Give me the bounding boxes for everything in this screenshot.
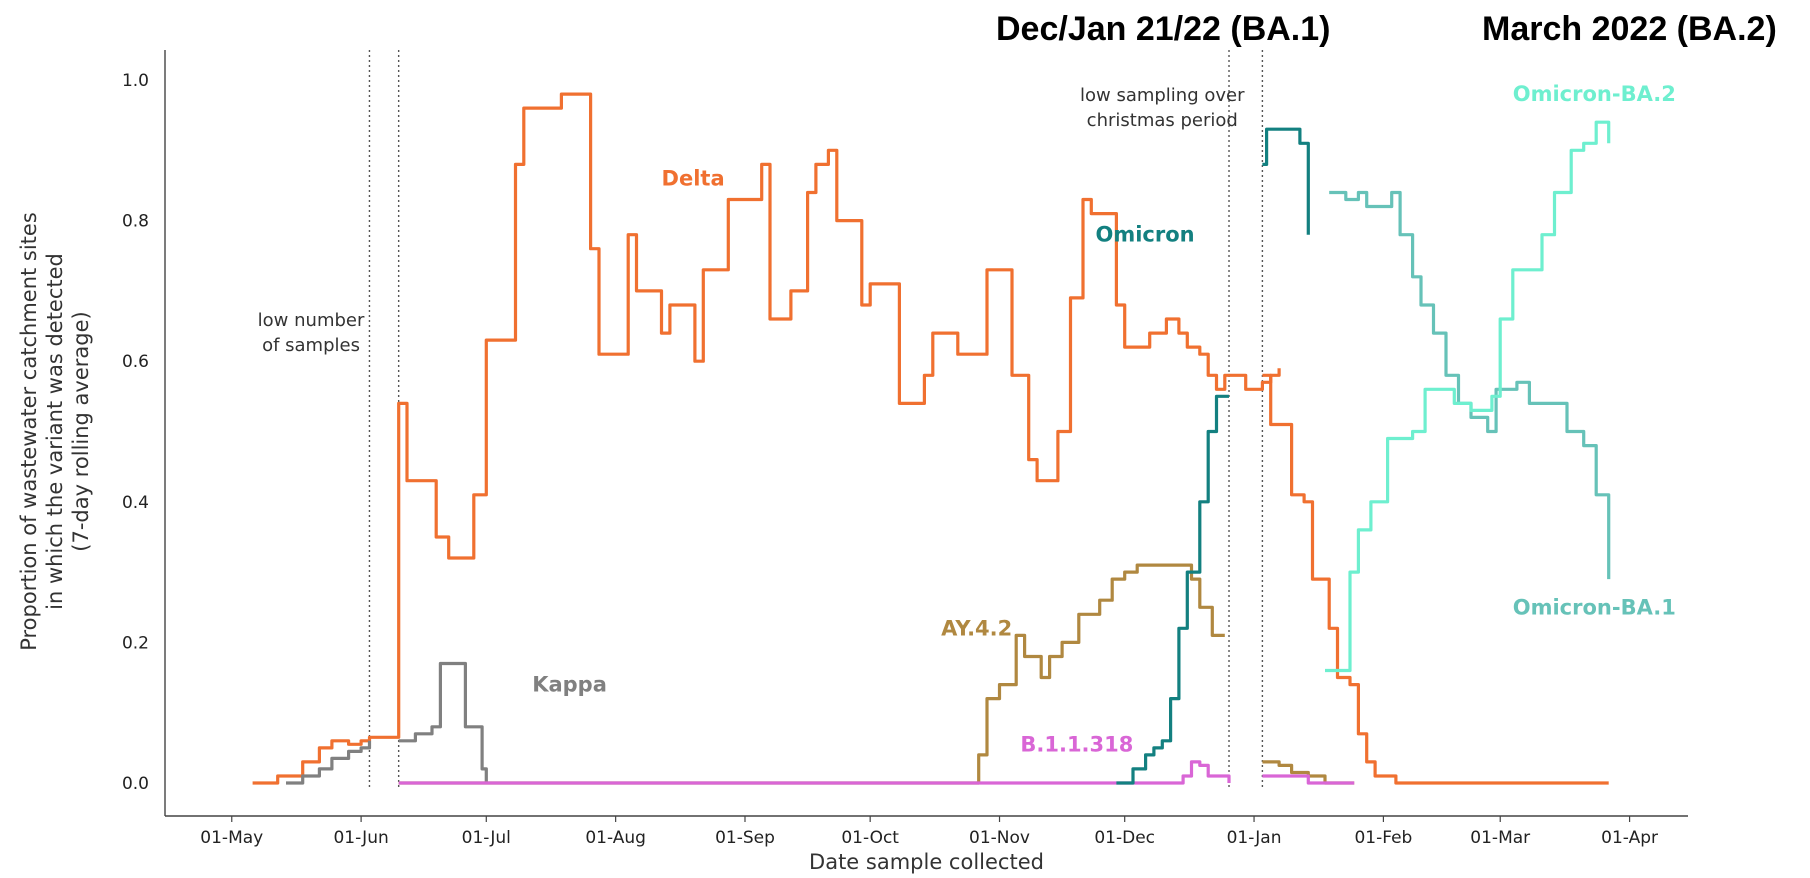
y-tick-label: 0.6: [122, 352, 149, 372]
series-line-b11318: [1262, 774, 1355, 785]
series-label-delta: Delta: [662, 166, 725, 190]
x-tick-label: 01-May: [200, 828, 263, 848]
y-axis-title-line: (7-day rolling average): [69, 311, 93, 551]
series-line-b11318: [398, 760, 1231, 785]
annotation: low number of samples: [258, 310, 365, 356]
annotation-line: of samples: [262, 335, 360, 356]
x-tick-label: 01-Nov: [969, 828, 1030, 848]
series-labels: Delta Kappa AY.4.2 B.1.1.318 Omicron Omicron-…: [532, 82, 1676, 756]
annotation-line: christmas period: [1087, 110, 1238, 131]
x-tick-label: 01-Aug: [585, 828, 646, 848]
series-line-omicron: [1262, 127, 1310, 235]
series-line-delta: [252, 92, 1281, 785]
y-tick-label: 0.8: [122, 212, 149, 232]
y-tick-label: 1.0: [122, 71, 149, 91]
series-line-ba1: [1329, 190, 1611, 580]
annotations: low number of samples low sampling over chr…: [258, 85, 1245, 356]
series-label-ay42: AY.4.2: [941, 616, 1012, 640]
series-label-ba2: Omicron-BA.2: [1513, 82, 1676, 106]
series-line-kappa: [286, 740, 372, 785]
series-line-ay42: [398, 563, 1225, 785]
x-tick-label: 01-Sep: [715, 828, 775, 848]
series-label-b11318: B.1.1.318: [1020, 732, 1133, 756]
series-line-omicron: [1116, 394, 1229, 785]
y-axis-title-line: in which the variant was detected: [43, 253, 67, 610]
x-tick-label: 01-Oct: [841, 828, 899, 848]
x-tick-label: 01-Jun: [333, 828, 388, 848]
axes: 0.0 0.2 0.4 0.6 0.8 1.0 01-May 01-Jun 01-Jul 01-A…: [17, 50, 1688, 874]
series-line-ay42: [1262, 760, 1355, 785]
series-label-kappa: Kappa: [532, 673, 607, 697]
header-dec-jan: Dec/Jan 21/22 (BA.1): [996, 10, 1331, 48]
x-axis-title: Date sample collected: [809, 850, 1044, 874]
x-tick-label: 01-Jan: [1227, 828, 1282, 848]
y-axis-title-line: Proportion of wastewater catchment sites: [17, 212, 41, 651]
series-lines: [252, 92, 1611, 785]
series-line-ba2: [1325, 120, 1611, 673]
x-tick-label: 01-Jul: [462, 828, 511, 848]
y-tick-label: 0.2: [122, 633, 149, 653]
annotation: low sampling over christmas period: [1080, 85, 1245, 131]
annotation-line: low number: [258, 310, 365, 331]
vertical-lines: [368, 50, 1264, 788]
x-tick-label: 01-Dec: [1094, 828, 1155, 848]
series-line-kappa: [398, 661, 488, 783]
y-axis-title: Proportion of wastewater catchment sites…: [17, 212, 93, 651]
y-tick-label: 0.4: [122, 493, 149, 513]
y-tick-label: 0.0: [122, 774, 149, 794]
x-tick-label: 01-Feb: [1354, 828, 1412, 848]
series-label-omicron: Omicron: [1095, 223, 1194, 247]
series-label-ba1: Omicron-BA.1: [1513, 595, 1676, 619]
x-tick-label: 01-Mar: [1470, 828, 1530, 848]
annotation-line: low sampling over: [1080, 85, 1245, 106]
series-line-delta: [1262, 373, 1609, 785]
header-march: March 2022 (BA.2): [1482, 10, 1777, 48]
x-tick-label: 01-Apr: [1601, 828, 1658, 848]
